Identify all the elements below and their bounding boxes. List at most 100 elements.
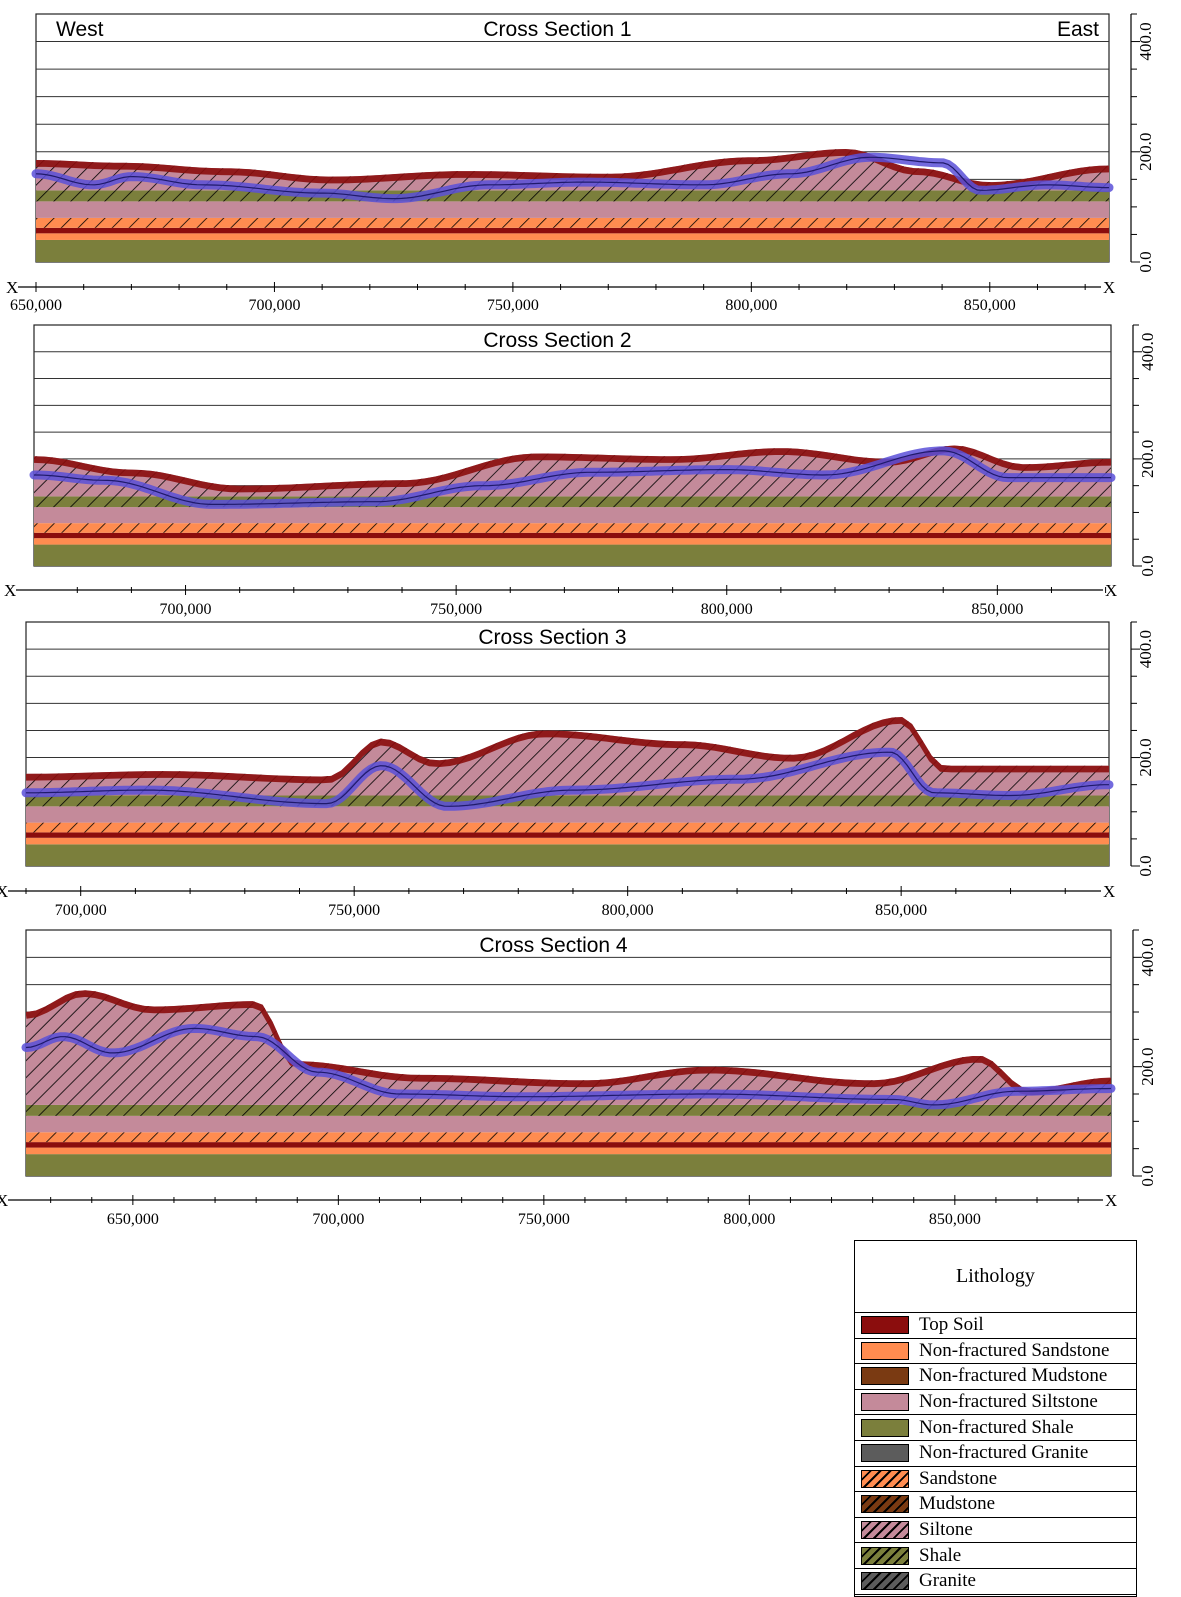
legend-swatch [861,1393,909,1411]
legend-label: Granite [919,1570,976,1592]
layer-fill [34,533,1111,538]
y-tick-label: 400.0 [1136,22,1155,60]
legend-item: Shale [855,1543,1136,1569]
x-axis-right-end-label: X [1105,581,1117,600]
legend-items: Top Soil Non-fractured Sandstone Non-fract… [855,1313,1136,1595]
layer-fill [26,806,1109,822]
layer-hatch [36,190,1109,201]
layer-fill [26,1142,1111,1147]
west-label: West [56,18,104,41]
legend-item: Mudstone [855,1492,1136,1518]
layer-fill [36,201,1109,218]
legend-label: Sandstone [919,1468,997,1490]
layer-fill [34,545,1111,566]
legend-label: Shale [919,1545,961,1567]
x-tick-label: 650,000 [107,1211,159,1228]
layer-hatch [26,1132,1111,1142]
legend-label: Non-fractured Mudstone [919,1365,1107,1387]
legend-item: Non-fractured Sandstone [855,1339,1136,1365]
y-tick-label: 400.0 [1138,938,1157,976]
legend-swatch [861,1342,909,1360]
x-axis-left-end-label: X [6,278,18,297]
y-tick-label: 200.0 [1136,133,1155,171]
legend-item: Sandstone [855,1467,1136,1493]
x-tick-label: 700,000 [160,601,212,618]
x-tick-label: 800,000 [725,297,777,314]
legend-swatch [861,1316,909,1334]
legend-label: Non-fractured Siltstone [919,1391,1098,1413]
east-label: East [1057,18,1099,41]
y-tick-label: 200.0 [1138,1048,1157,1086]
x-tick-label: 650,000 [10,297,62,314]
legend-swatch [861,1470,909,1488]
layer-fill [26,844,1109,866]
legend-swatch [861,1367,909,1385]
legend-item: Granite [855,1569,1136,1595]
y-tick-label: 0.0 [1138,1165,1157,1186]
layer-fill [36,240,1109,262]
legend-label: Non-fractured Sandstone [919,1340,1109,1362]
legend-item: Non-fractured Mudstone [855,1364,1136,1390]
legend-item: Top Soil [855,1313,1136,1339]
x-tick-label: 850,000 [964,297,1016,314]
legend-item: Non-fractured Granite [855,1441,1136,1467]
x-tick-label: 850,000 [875,902,927,919]
layer-fill [26,1154,1111,1176]
x-tick-label: 750,000 [518,1211,570,1228]
layer-fill [34,507,1111,523]
legend-label: Top Soil [919,1314,984,1336]
x-tick-label: 800,000 [602,902,654,919]
x-axis-right-end-label: X [1105,1191,1117,1210]
x-tick-label: 850,000 [971,601,1023,618]
x-tick-label: 700,000 [312,1211,364,1228]
legend-label: Siltone [919,1519,973,1541]
layer-fill [36,233,1109,240]
x-tick-label: 750,000 [328,902,380,919]
layer-hatch [26,823,1109,833]
x-tick-label: 800,000 [723,1211,775,1228]
chart-title: Cross Section 3 [478,626,626,649]
y-tick-label: 0.0 [1136,251,1155,272]
legend-item: Non-fractured Siltstone [855,1390,1136,1416]
legend-swatch [861,1521,909,1539]
legend-swatch [861,1547,909,1565]
y-tick-label: 0.0 [1136,855,1155,876]
legend-item: Non-fractured Shale [855,1415,1136,1441]
layer-hatch [36,218,1109,228]
chart-title: Cross Section 2 [483,329,631,352]
x-axis-right-end-label: X [1103,278,1115,297]
layer-fill [26,838,1109,845]
layer-fill [26,1148,1111,1155]
y-tick-label: 400.0 [1136,630,1155,668]
legend-swatch [861,1419,909,1437]
legend-label: Non-fractured Shale [919,1417,1074,1439]
layer-hatch [34,523,1111,533]
x-tick-label: 850,000 [929,1211,981,1228]
layer-fill [36,228,1109,234]
chart-title: Cross Section 4 [479,934,628,957]
layer-fill [34,538,1111,544]
cross-section-3: Cross Section 3 0.0 200.0 400.0 X X 700,000 750… [0,622,1155,919]
legend-swatch [861,1495,909,1513]
lithology-legend: Lithology Top Soil Non-fractured Sandston… [854,1240,1137,1597]
x-axis-right-end-label: X [1103,882,1115,901]
legend-title: Lithology [855,1241,1136,1313]
x-tick-label: 750,000 [430,601,482,618]
x-axis-left-end-label: X [4,581,16,600]
y-tick-label: 200.0 [1136,738,1155,776]
y-tick-label: 400.0 [1138,333,1157,371]
cross-section-2: Cross Section 2 0.0 200.0 400.0 X X 700,000 750… [4,325,1157,618]
x-tick-label: 750,000 [487,297,539,314]
layer-fill [26,832,1109,837]
legend-item: Siltone [855,1518,1136,1544]
layer-fill [26,1116,1111,1132]
chart-title: Cross Section 1 [483,18,631,41]
x-tick-label: 800,000 [701,601,753,618]
legend-label: Mudstone [919,1493,995,1515]
x-tick-label: 700,000 [55,902,107,919]
x-tick-label: 700,000 [248,297,300,314]
x-axis-left-end-label: X [0,882,8,901]
cross-section-4: Cross Section 4 0.0 200.0 400.0 X X 650,000 700… [0,930,1157,1228]
legend-swatch [861,1444,909,1462]
